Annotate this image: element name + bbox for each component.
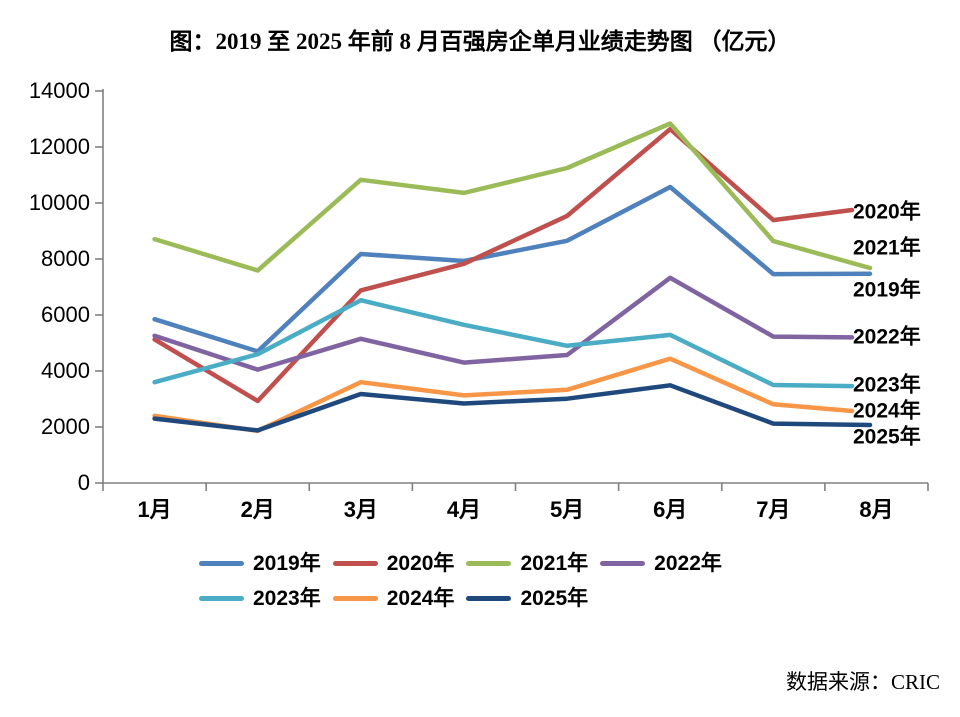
legend-item-2022年: 2022年 (600, 552, 722, 575)
x-tick-label: 4月 (447, 497, 481, 522)
legend-label: 2021年 (520, 552, 589, 575)
legend-item-2025年: 2025年 (466, 587, 588, 610)
legend-swatch-2022年 (600, 561, 646, 567)
x-tick-label: 2月 (241, 497, 275, 522)
y-tick-label: 4000 (41, 358, 90, 383)
y-tick-label: 6000 (41, 302, 90, 327)
x-tick-label: 7月 (756, 497, 790, 522)
series-line-2022年 (152, 275, 855, 372)
legend-label: 2024年 (386, 587, 455, 611)
y-tick-label: 8000 (41, 246, 90, 271)
legend-swatch-2024年 (332, 596, 378, 602)
legend-row: 2019年 2020年 2021年 2022年 (199, 552, 722, 575)
series-line-2019年 (152, 184, 873, 354)
chart-legend: 2019年 2020年 2021年 2022年 2023年 2024年 2025年 (199, 552, 722, 610)
legend-label: 2022年 (654, 552, 722, 575)
series-line-2025年 (152, 383, 873, 433)
legend-item-2023年: 2023年 (199, 587, 321, 610)
y-tick-label: 2000 (41, 414, 90, 439)
chart-title: 图：2019 至 2025 年前 8 月百强房企单月业绩走势图 （亿元） (169, 29, 791, 54)
series-label-2023年: 2023年 (853, 373, 921, 397)
series-line-2023年 (152, 297, 855, 389)
x-tick-label: 1月 (137, 497, 171, 522)
y-tick-label: 10000 (29, 190, 90, 215)
y-tick-label: 12000 (29, 134, 90, 159)
series-label-2025年: 2025年 (853, 425, 921, 449)
y-tick-label: 0 (78, 470, 90, 495)
legend-item-2024年: 2024年 (332, 587, 455, 611)
series-line-2020年 (152, 126, 855, 404)
legend-swatch-2025年 (466, 596, 512, 602)
series-label-2020年: 2020年 (853, 200, 921, 224)
legend-label: 2020年 (386, 552, 455, 575)
x-tick-label: 5月 (550, 497, 584, 522)
data-source: 数据来源：CRIC (785, 670, 940, 694)
legend-swatch-2023年 (199, 596, 244, 602)
x-tick-label: 3月 (344, 497, 378, 522)
series-label-2021年: 2021年 (853, 236, 921, 260)
legend-row: 2023年 2024年 2025年 (199, 587, 722, 610)
legend-label: 2025年 (520, 587, 589, 611)
legend-label: 2023年 (253, 587, 321, 611)
legend-item-2020年: 2020年 (332, 552, 455, 575)
legend-swatch-2021年 (466, 561, 512, 567)
x-tick-label: 6月 (653, 497, 687, 522)
legend-label: 2019年 (253, 552, 321, 575)
legend-item-2019年: 2019年 (199, 552, 321, 575)
y-tick-label: 14000 (29, 78, 90, 103)
series-label-2019年: 2019年 (853, 278, 921, 302)
legend-swatch-2019年 (199, 561, 244, 567)
series-line-2021年 (152, 121, 873, 273)
series-label-2024年: 2024年 (853, 399, 921, 423)
x-tick-label: 8月 (859, 497, 893, 522)
series-label-2022年: 2022年 (853, 325, 921, 349)
legend-item-2021年: 2021年 (466, 552, 588, 575)
legend-swatch-2020年 (332, 561, 378, 567)
